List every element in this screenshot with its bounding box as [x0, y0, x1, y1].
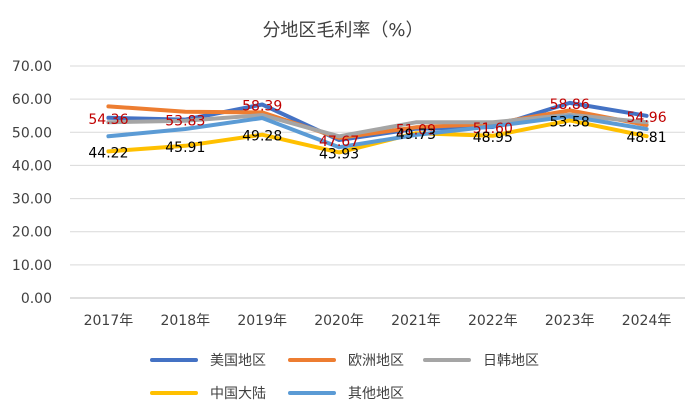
data-label: 54.36: [88, 112, 128, 128]
gridlines: [70, 65, 685, 299]
data-labels: 54.36 53.83 58.39 47.67 51.09 51.60 58.86 54.96…: [88, 97, 666, 162]
x-axis: 2017年 2018年 2019年 2020年 2021年 2022年 2023年 2024年: [84, 313, 672, 329]
data-label: 53.83: [165, 114, 205, 130]
data-label: 51.60: [473, 121, 513, 137]
y-tick-label: 0.00: [21, 291, 52, 307]
data-label: 49.73: [396, 127, 436, 143]
data-label: 48.95: [473, 130, 513, 146]
series-line-5: [106, 114, 649, 150]
x-tick-label: 2022年: [468, 313, 518, 329]
y-axis: 0.00 10.00 20.00 30.00 40.00 50.00 60.00 70.00: [12, 59, 52, 307]
x-tick-label: 2024年: [622, 313, 672, 329]
x-tick-label: 2017年: [84, 313, 134, 329]
data-label: 54.96: [627, 110, 667, 126]
y-tick-label: 20.00: [12, 225, 52, 241]
data-label: 58.39: [242, 98, 282, 114]
data-label: 49.28: [242, 129, 282, 145]
x-tick-label: 2018年: [160, 313, 210, 329]
legend-label: 中国大陆: [210, 386, 266, 402]
legend-label: 其他地区: [348, 386, 404, 402]
series-lines: [106, 100, 649, 155]
y-tick-label: 70.00: [12, 59, 52, 75]
data-label: 45.91: [165, 140, 205, 156]
y-tick-label: 30.00: [12, 192, 52, 208]
x-tick-label: 2019年: [237, 313, 287, 329]
legend-label: 欧洲地区: [348, 353, 404, 369]
x-tick-label: 2023年: [545, 313, 595, 329]
data-label: 58.86: [550, 97, 590, 113]
legend-label: 日韩地区: [483, 353, 539, 369]
data-label: 47.67: [319, 134, 359, 150]
series-line-3: [106, 112, 649, 139]
y-tick-label: 40.00: [12, 158, 52, 174]
chart-title: 分地区毛利率（%）: [262, 20, 423, 41]
y-tick-label: 50.00: [12, 125, 52, 141]
data-label: 48.81: [627, 130, 667, 146]
x-tick-label: 2020年: [314, 313, 364, 329]
y-tick-label: 10.00: [12, 258, 52, 274]
data-label: 43.93: [319, 146, 359, 162]
data-label: 51.09: [396, 123, 436, 139]
x-tick-label: 2021年: [391, 313, 441, 329]
series-line-2: [106, 104, 649, 140]
legend-label: 美国地区: [210, 353, 266, 369]
data-label: 53.58: [550, 114, 590, 130]
y-tick-label: 60.00: [12, 92, 52, 108]
data-label: 44.22: [88, 145, 128, 161]
